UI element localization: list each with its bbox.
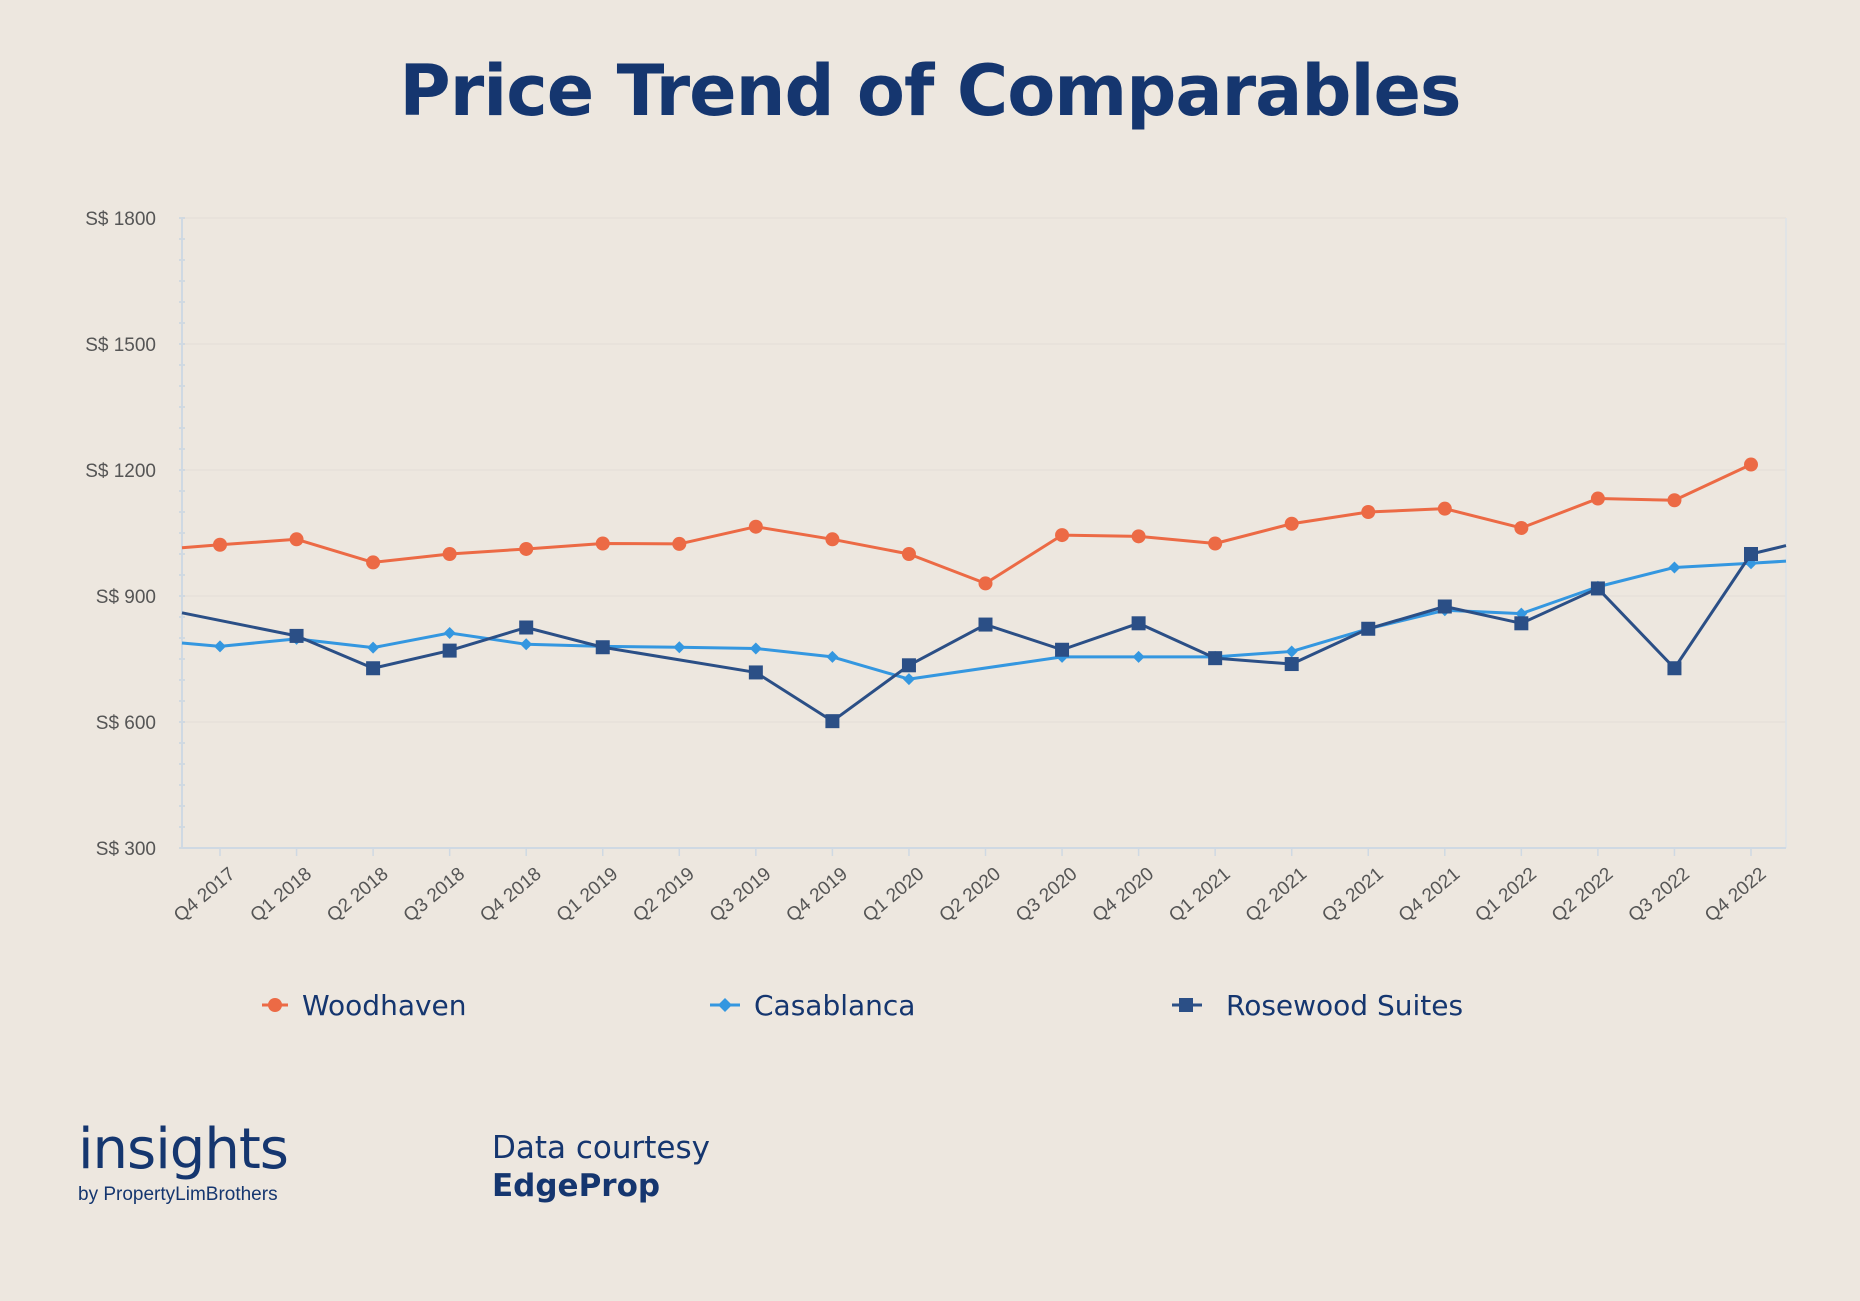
legend-label-casablanca: Casablanca [754, 988, 916, 1022]
y-tick-label: S$ 1500 [85, 335, 156, 356]
x-tick-label: Q2 2019 [629, 864, 698, 927]
data-point-casablanca[interactable] [1668, 561, 1681, 574]
legend-label-woodhaven: Woodhaven [302, 988, 467, 1022]
line-chart: S$ 300 S$ 600 S$ 900 S$ 1200 S$ 1500 S$ 1800 Q… [85, 209, 1787, 927]
data-point-woodhaven[interactable] [1514, 520, 1529, 535]
data-point-woodhaven[interactable] [442, 547, 457, 561]
data-point-casablanca[interactable] [749, 642, 762, 655]
data-credit: Data courtesy EdgeProp [492, 1130, 710, 1204]
chart-title: Price Trend of Comparables [399, 50, 1461, 132]
brand-name: insights [78, 1117, 289, 1182]
y-tick-label: S$ 300 [96, 839, 156, 860]
data-point-rosewood-suites[interactable] [1514, 616, 1529, 631]
data-point-rosewood-suites[interactable] [1437, 599, 1452, 614]
data-point-rosewood-suites[interactable] [1055, 642, 1070, 657]
data-point-casablanca[interactable] [826, 650, 839, 663]
data-point-rosewood-suites[interactable] [366, 661, 381, 676]
circle-marker-icon [262, 998, 288, 1012]
series-line-woodhaven [181, 463, 1752, 585]
data-point-casablanca[interactable] [1285, 645, 1298, 658]
data-point-woodhaven[interactable] [672, 536, 687, 551]
x-tick-label: Q4 2018 [476, 864, 545, 927]
data-point-woodhaven[interactable] [901, 547, 916, 561]
data-point-rosewood-suites[interactable] [825, 714, 840, 729]
x-tick-label: Q3 2020 [1012, 864, 1081, 927]
x-tick-label: Q2 2018 [323, 864, 392, 927]
x-tick-label: Q4 2019 [782, 864, 851, 927]
brand-tagline: by PropertyLimBrothers [78, 1184, 278, 1205]
data-point-rosewood-suites[interactable] [1361, 621, 1376, 636]
data-point-rosewood-suites[interactable] [1667, 661, 1682, 676]
square-marker-icon [1172, 998, 1202, 1012]
data-point-rosewood-suites[interactable] [1744, 547, 1758, 561]
data-point-woodhaven[interactable] [748, 519, 763, 534]
data-point-woodhaven[interactable] [825, 532, 840, 547]
y-tick-label: S$ 1200 [85, 461, 156, 482]
plot-area [182, 218, 1786, 848]
data-point-rosewood-suites[interactable] [442, 643, 457, 658]
data-point-casablanca[interactable] [1132, 650, 1145, 663]
legend-label-rosewood-suites: Rosewood Suites [1226, 988, 1464, 1022]
y-tick-label: S$ 900 [96, 587, 156, 608]
x-tick-label: Q1 2021 [1165, 864, 1234, 927]
x-tick-label: Q3 2018 [400, 864, 469, 927]
legend-item-woodhaven[interactable]: Woodhaven [262, 985, 467, 1025]
x-tick-label: Q1 2019 [553, 864, 622, 927]
data-point-casablanca[interactable] [520, 638, 533, 651]
data-point-woodhaven[interactable] [366, 555, 381, 570]
data-point-woodhaven[interactable] [1361, 505, 1376, 519]
y-tick-label: S$ 1800 [85, 209, 156, 230]
x-tick-label: Q1 2018 [247, 864, 316, 927]
data-point-woodhaven[interactable] [1744, 457, 1758, 472]
data-point-rosewood-suites[interactable] [595, 640, 610, 655]
data-point-woodhaven[interactable] [519, 541, 534, 556]
x-tick-label: Q2 2022 [1548, 864, 1617, 927]
legend-item-rosewood-suites[interactable]: Rosewood Suites [1172, 985, 1463, 1025]
data-point-casablanca[interactable] [443, 626, 456, 639]
x-tick-label: Q3 2022 [1625, 864, 1694, 927]
data-point-casablanca[interactable] [902, 673, 915, 686]
x-tick-label: Q2 2021 [1242, 864, 1311, 927]
data-point-woodhaven[interactable] [289, 532, 304, 547]
y-tick-label: S$ 600 [96, 713, 156, 734]
x-tick-label: Q2 2020 [936, 864, 1005, 927]
data-point-rosewood-suites[interactable] [1284, 657, 1299, 672]
data-point-rosewood-suites[interactable] [901, 658, 916, 673]
x-tick-label: Q3 2021 [1318, 864, 1387, 927]
brand-logo: insights by PropertyLimBrothers [78, 1117, 289, 1206]
data-point-casablanca[interactable] [214, 640, 226, 653]
x-tick-label: Q4 2017 [170, 864, 239, 927]
x-tick-label: Q4 2020 [1089, 864, 1158, 927]
credit-label: Data courtesy [492, 1130, 710, 1166]
x-tick-label: Q1 2022 [1471, 864, 1540, 927]
data-point-woodhaven[interactable] [1437, 501, 1452, 516]
data-point-casablanca[interactable] [367, 641, 380, 654]
data-point-rosewood-suites[interactable] [748, 665, 763, 680]
data-point-woodhaven[interactable] [1667, 493, 1682, 508]
x-tick-label: Q4 2021 [1395, 864, 1464, 927]
data-point-woodhaven[interactable] [1131, 529, 1146, 544]
data-point-rosewood-suites[interactable] [1590, 581, 1605, 596]
data-point-woodhaven[interactable] [1055, 528, 1070, 543]
data-point-rosewood-suites[interactable] [289, 628, 304, 643]
data-point-rosewood-suites[interactable] [1208, 651, 1223, 666]
data-point-rosewood-suites[interactable] [1131, 616, 1146, 631]
legend-item-casablanca[interactable]: Casablanca [710, 985, 915, 1025]
credit-source: EdgeProp [492, 1168, 661, 1204]
data-point-woodhaven[interactable] [595, 536, 610, 551]
series-line-casablanca [181, 559, 1787, 681]
data-point-casablanca[interactable] [673, 641, 686, 654]
diamond-marker-icon [710, 998, 740, 1012]
data-point-woodhaven[interactable] [1208, 536, 1223, 551]
x-tick-label: Q1 2020 [859, 864, 928, 927]
data-point-rosewood-suites[interactable] [519, 620, 534, 635]
data-point-rosewood-suites[interactable] [978, 617, 993, 632]
x-tick-label: Q4 2022 [1701, 864, 1770, 927]
x-tick-label: Q3 2019 [706, 864, 775, 927]
data-point-woodhaven[interactable] [1590, 491, 1605, 506]
data-point-woodhaven[interactable] [213, 537, 227, 552]
data-point-woodhaven[interactable] [1284, 516, 1299, 531]
data-point-woodhaven[interactable] [978, 576, 993, 591]
